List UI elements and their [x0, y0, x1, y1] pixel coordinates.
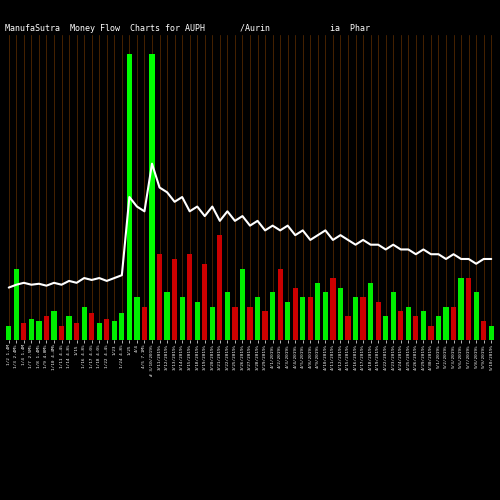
Bar: [74, 323, 80, 340]
Bar: [66, 316, 71, 340]
Bar: [6, 326, 12, 340]
Bar: [14, 268, 19, 340]
Bar: [194, 302, 200, 340]
Bar: [52, 312, 57, 340]
Bar: [383, 316, 388, 340]
Bar: [217, 235, 222, 340]
Bar: [119, 314, 124, 340]
Bar: [142, 306, 147, 340]
Bar: [224, 292, 230, 340]
Bar: [292, 288, 298, 340]
Bar: [44, 316, 49, 340]
Bar: [21, 323, 26, 340]
Bar: [82, 306, 87, 340]
Bar: [488, 326, 494, 340]
Bar: [376, 302, 381, 340]
Bar: [285, 302, 290, 340]
Bar: [240, 268, 245, 340]
Bar: [187, 254, 192, 340]
Bar: [300, 297, 306, 340]
Bar: [458, 278, 464, 340]
Bar: [428, 326, 434, 340]
Bar: [89, 314, 94, 340]
Bar: [368, 283, 374, 340]
Bar: [278, 268, 283, 340]
Bar: [315, 283, 320, 340]
Bar: [202, 264, 207, 340]
Bar: [210, 306, 215, 340]
Bar: [413, 316, 418, 340]
Bar: [112, 321, 117, 340]
Bar: [232, 306, 237, 340]
Bar: [157, 254, 162, 340]
Bar: [322, 292, 328, 340]
Bar: [262, 312, 268, 340]
Bar: [451, 306, 456, 340]
Bar: [104, 319, 110, 340]
Bar: [436, 316, 441, 340]
Bar: [330, 278, 336, 340]
Bar: [353, 297, 358, 340]
Bar: [248, 306, 252, 340]
Bar: [28, 319, 34, 340]
Bar: [338, 288, 343, 340]
Bar: [255, 297, 260, 340]
Bar: [444, 306, 448, 340]
Bar: [466, 278, 471, 340]
Bar: [126, 54, 132, 340]
Bar: [481, 321, 486, 340]
Text: ManufaSutra  Money Flow  Charts for AUPH       /Aurin            ia  Phar: ManufaSutra Money Flow Charts for AUPH /…: [5, 24, 370, 33]
Bar: [308, 297, 313, 340]
Bar: [474, 292, 479, 340]
Bar: [150, 54, 154, 340]
Bar: [406, 306, 411, 340]
Bar: [36, 321, 42, 340]
Bar: [360, 297, 366, 340]
Bar: [398, 312, 404, 340]
Bar: [346, 316, 350, 340]
Bar: [180, 297, 185, 340]
Bar: [420, 312, 426, 340]
Bar: [59, 326, 64, 340]
Bar: [96, 323, 102, 340]
Bar: [134, 297, 140, 340]
Bar: [270, 292, 276, 340]
Bar: [172, 259, 178, 340]
Bar: [390, 292, 396, 340]
Bar: [164, 292, 170, 340]
